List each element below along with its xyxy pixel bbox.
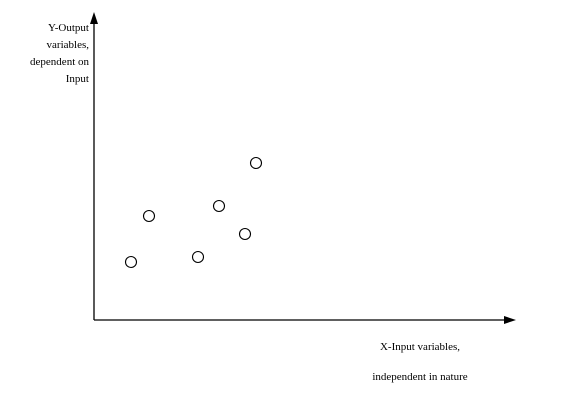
data-point-4 [212,199,226,213]
y-axis-label-line-3: dependent on [30,56,89,68]
data-point-2 [142,209,156,223]
y-axis-label-line-2: variables, [47,39,90,51]
data-point-5 [238,227,252,241]
x-axis-label: X-Input variables, independent in nature [372,341,467,383]
data-points [124,156,263,269]
x-axis-label-line-2: independent in nature [372,371,467,383]
y-axis-arrow [90,12,98,24]
y-axis [90,12,98,320]
x-axis-arrow [504,316,516,324]
x-axis [94,316,516,324]
data-point-3 [191,250,205,264]
y-axis-label: Y-Output variables, dependent on Input [30,22,89,85]
data-point-1 [124,255,138,269]
y-axis-label-line-4: Input [66,73,89,85]
y-axis-label-line-1: Y-Output [48,22,89,34]
x-axis-label-line-1: X-Input variables, [380,341,460,353]
data-point-6 [249,156,263,170]
